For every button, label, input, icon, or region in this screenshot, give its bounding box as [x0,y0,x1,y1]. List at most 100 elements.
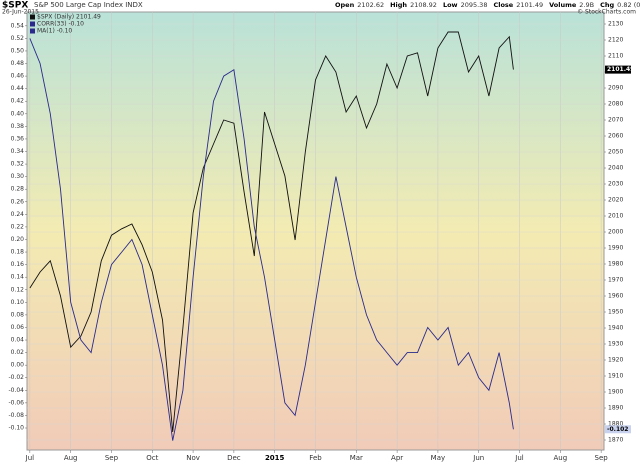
quote-value: 2102.62 [357,1,384,9]
x-tick-label: Jul [25,454,35,462]
lines [29,31,514,441]
y-tick-label: 0.14 [11,274,25,281]
y-tick-label: 0.20 [11,236,25,243]
y-tick-label: 0.42 [11,98,25,105]
y2-tick-label: 1980 [608,261,623,268]
y-tick-label: 0.10 [11,299,25,306]
quote-label: Close [493,1,513,9]
quote-label: Chg [600,1,614,9]
y2-tick-label: 2060 [608,133,623,140]
quote-label: Open [335,1,355,9]
y2-tick-label: 2090 [608,85,623,92]
y2-tick-label: 2010 [608,213,623,220]
y-tick-label: 0.16 [11,261,25,268]
series-line [29,38,514,441]
y-tick-label: 0.00 [11,362,25,369]
y-tick-label: 0.18 [11,249,25,256]
legend-label: CORR(33) -0.10 [37,21,84,28]
y2-tick-label: 1880 [608,421,623,428]
y-tick-label: 0.26 [11,198,25,205]
legend-swatch [30,14,35,20]
y2-tick-label: 1870 [608,437,623,444]
y-tick-label: 0.38 [11,123,25,130]
x-tick-label: Sep [595,454,609,462]
y2-tick-label: 1920 [608,357,623,364]
y-tick-label: -0.04 [8,387,24,394]
y2-tick-label: 2070 [608,117,623,124]
y-tick-label: -0.10 [8,425,24,432]
x-tick-label: Jul [514,454,524,462]
end-label-box [605,425,631,434]
chart-date: 26-Jun-2015 [2,9,39,16]
x-tick-label: Apr [391,454,403,462]
y2-tick-label: 1970 [608,277,623,284]
x-tick-label: Nov [186,454,200,462]
y-tick-label: 0.50 [11,47,25,54]
y-tick-label: 0.32 [11,161,25,168]
series-line [29,31,514,433]
y2-tick-label: 2120 [608,37,623,44]
y2-tick-label: 1960 [608,293,623,300]
y-tick-label: 0.06 [11,324,25,331]
x-tick-label: Mar [350,454,363,462]
x-tick-label: Feb [309,454,322,462]
y-tick-label: 0.34 [11,148,25,155]
quote-value: 0.82 (0.04%) [617,1,640,9]
y2-tick-label: 2050 [608,149,623,156]
y-tick-label: 0.36 [11,135,25,142]
y2-tick-label: 2020 [608,197,623,204]
y-tick-label: -0.06 [8,399,24,406]
y2-tick-label: 1940 [608,325,623,332]
y2-tick-label: 1890 [608,405,623,412]
y2-tick-label: 2040 [608,165,623,172]
quote-label: Volume [549,1,577,9]
end-label: 2101.49 [607,66,634,73]
y-tick-label: 0.28 [11,186,25,193]
y-tick-label: 0.52 [11,35,25,42]
y-tick-label: 0.46 [11,73,25,80]
end-label: -0.102 [607,426,628,433]
y-tick-label: -0.08 [8,412,24,419]
legend-label: MA(1) -0.10 [37,28,72,35]
y2-tick-label: 2000 [608,229,623,236]
y-tick-label: 0.30 [11,173,25,180]
x-tick-label: 2015 [265,454,285,462]
quote-label: Low [443,1,458,9]
x-tick-label: Oct [146,454,158,462]
y2-tick-label: 1950 [608,309,623,316]
y-tick-label: 0.08 [11,311,25,318]
y-tick-label: 0.22 [11,223,25,230]
y-tick-label: 0.12 [11,286,25,293]
legend-swatch [30,28,35,34]
y-tick-label: 0.04 [11,337,25,344]
y-tick-label: 0.02 [11,349,25,356]
end-label-box [605,65,631,74]
y-tick-label: 0.54 [11,22,25,29]
quote: Open 2102.62 High 2108.92 Low 2095.38 Close 210… [335,1,640,9]
legend-label: $SPX (Daily) 2101.49 [37,14,101,21]
x-tick-label: Dec [227,454,241,462]
x-tick-label: Sep [105,454,119,462]
quote-label: High [390,1,407,9]
grid: Jul Aug Sep Oct Nov Dec 2015 Feb Mar Apr May Jun Jul… [8,12,623,462]
y2-tick-label: 2130 [608,21,623,28]
y-tick-label: 0.40 [11,110,25,117]
y-tick-label: 0.48 [11,60,25,67]
x-tick-label: Aug [64,454,78,462]
y2-tick-label: 2110 [608,53,623,60]
y-tick-label: 0.44 [11,85,25,92]
quote-value: 2.9B [579,1,594,9]
legend-swatch [30,21,35,27]
y2-tick-label: 1900 [608,389,623,396]
credit: © StockCharts.com [577,9,636,16]
x-tick-label: May [431,454,445,462]
x-tick-label: Jun [472,454,484,462]
quote-value: 2108.92 [410,1,437,9]
y-tick-label: 0.24 [11,211,25,218]
y-tick-label: -0.02 [8,374,24,381]
y2-tick-label: 2030 [608,181,623,188]
chart-subtitle: S&P 500 Large Cap Index INDX [34,1,143,9]
